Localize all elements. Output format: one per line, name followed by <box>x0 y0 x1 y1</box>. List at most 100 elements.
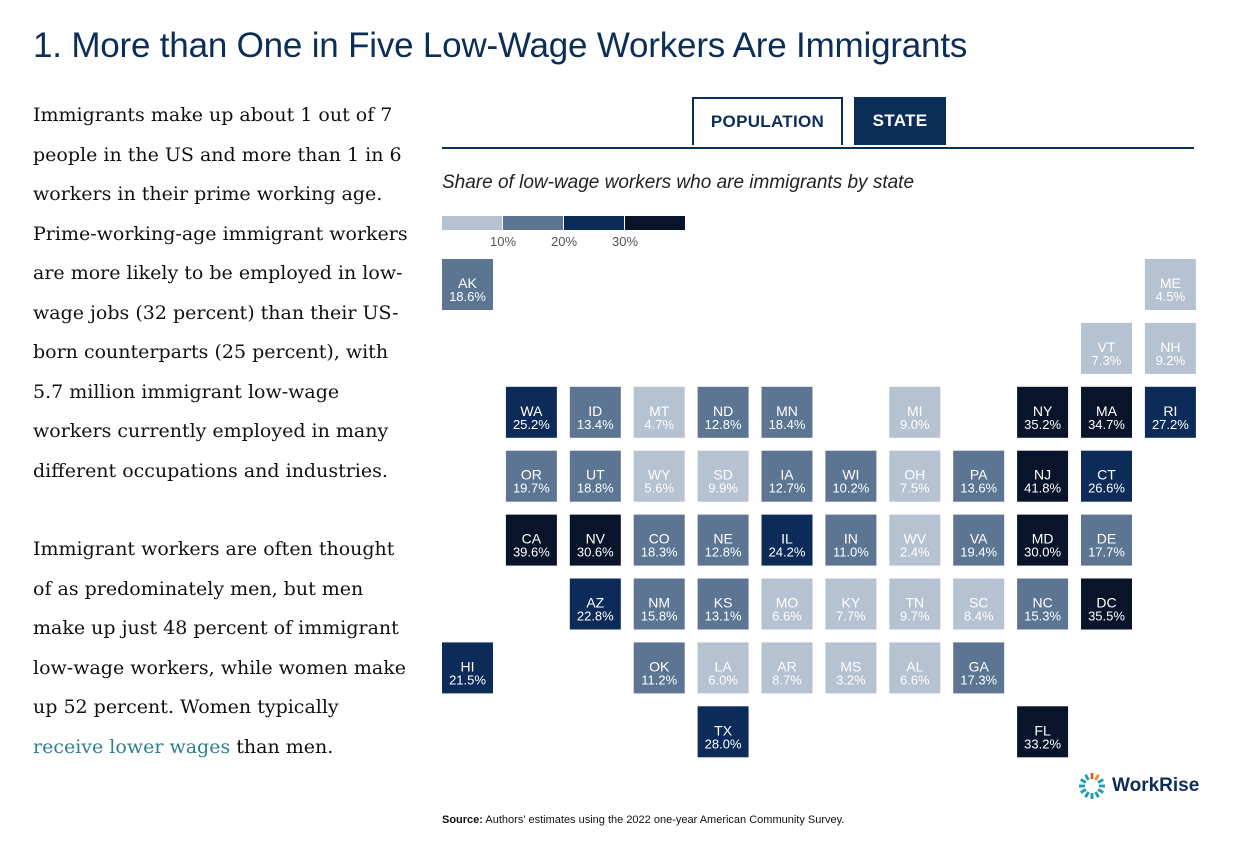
state-abbr: IN <box>844 531 858 547</box>
state-tile-fill <box>505 386 557 438</box>
state-abbr: MN <box>776 403 798 419</box>
state-value: 21.5% <box>449 672 486 687</box>
state-tile-fill <box>889 642 941 694</box>
state-tile-fill <box>1081 578 1132 630</box>
state-abbr: CT <box>1097 467 1116 483</box>
state-tile-fill <box>761 386 813 438</box>
state-tile-mt[interactable]: MT4.7% <box>633 386 685 438</box>
state-tile-fill <box>825 450 877 502</box>
state-tile-ar[interactable]: AR8.7% <box>761 642 813 694</box>
state-tile-fill <box>889 578 941 630</box>
workrise-logo: WorkRise <box>1078 772 1199 800</box>
state-tile-tn[interactable]: TN9.7% <box>889 578 941 630</box>
state-tile-sc[interactable]: SC8.4% <box>953 578 1005 630</box>
state-tile-fill <box>1017 578 1069 630</box>
state-value: 12.8% <box>705 417 742 432</box>
tab-state[interactable]: STATE <box>854 97 946 145</box>
state-tile-fill <box>889 386 941 438</box>
state-tile-fill <box>697 578 749 630</box>
state-value: 18.4% <box>769 417 806 432</box>
paragraph-2-tail: than men. <box>230 735 334 758</box>
state-tile-al[interactable]: AL6.6% <box>889 642 941 694</box>
state-value: 33.2% <box>1024 736 1061 751</box>
state-tile-fill <box>761 578 813 630</box>
state-abbr: MD <box>1032 531 1054 547</box>
state-tile-vt[interactable]: VT7.3% <box>1081 322 1132 374</box>
state-tile-sd[interactable]: SD9.9% <box>697 450 749 502</box>
state-tile-mi[interactable]: MI9.0% <box>889 386 941 438</box>
state-tile-fill <box>953 642 1005 694</box>
state-abbr: UT <box>586 467 605 483</box>
state-tile-fill <box>1081 322 1132 374</box>
state-tile-wv[interactable]: WV2.4% <box>889 514 941 566</box>
state-tile-la[interactable]: LA6.0% <box>697 642 749 694</box>
state-tile-me[interactable]: ME4.5% <box>1144 259 1196 310</box>
source-label: Source: <box>442 814 483 826</box>
state-value: 22.8% <box>577 609 614 624</box>
state-tile-mo[interactable]: MO6.6% <box>761 578 813 630</box>
state-value: 17.7% <box>1088 545 1125 560</box>
state-abbr: NJ <box>1034 467 1051 483</box>
state-value: 19.7% <box>513 481 550 496</box>
state-abbr: MA <box>1096 403 1118 419</box>
state-abbr: AZ <box>586 595 604 611</box>
state-abbr: CA <box>522 531 542 547</box>
state-abbr: VT <box>1098 339 1116 355</box>
paragraph-2: Immigrant workers are often thought of a… <box>33 530 413 767</box>
state-tile-fill <box>761 450 813 502</box>
lower-wages-link[interactable]: receive lower wages <box>33 735 231 758</box>
state-value: 28.0% <box>705 736 742 751</box>
state-abbr: MS <box>840 658 861 674</box>
state-tile-ms[interactable]: MS3.2% <box>825 642 877 694</box>
state-tile-fill <box>1144 386 1196 438</box>
tab-population[interactable]: POPULATION <box>692 97 843 145</box>
state-value: 13.4% <box>577 417 614 432</box>
state-tile-oh[interactable]: OH7.5% <box>889 450 941 502</box>
state-tile-fill <box>825 514 877 566</box>
source-note: Source: Authors' estimates using the 202… <box>442 814 844 826</box>
state-tile-fill <box>442 259 493 310</box>
state-abbr: AL <box>906 658 923 674</box>
state-tile-wy[interactable]: WY5.6% <box>633 450 685 502</box>
state-value: 13.6% <box>960 481 997 496</box>
state-abbr: KS <box>714 595 733 611</box>
state-tile-ky[interactable]: KY7.7% <box>825 578 877 630</box>
state-tile-nh[interactable]: NH9.2% <box>1144 322 1196 374</box>
state-tile-fill <box>442 642 493 694</box>
state-tile-fill <box>889 514 941 566</box>
